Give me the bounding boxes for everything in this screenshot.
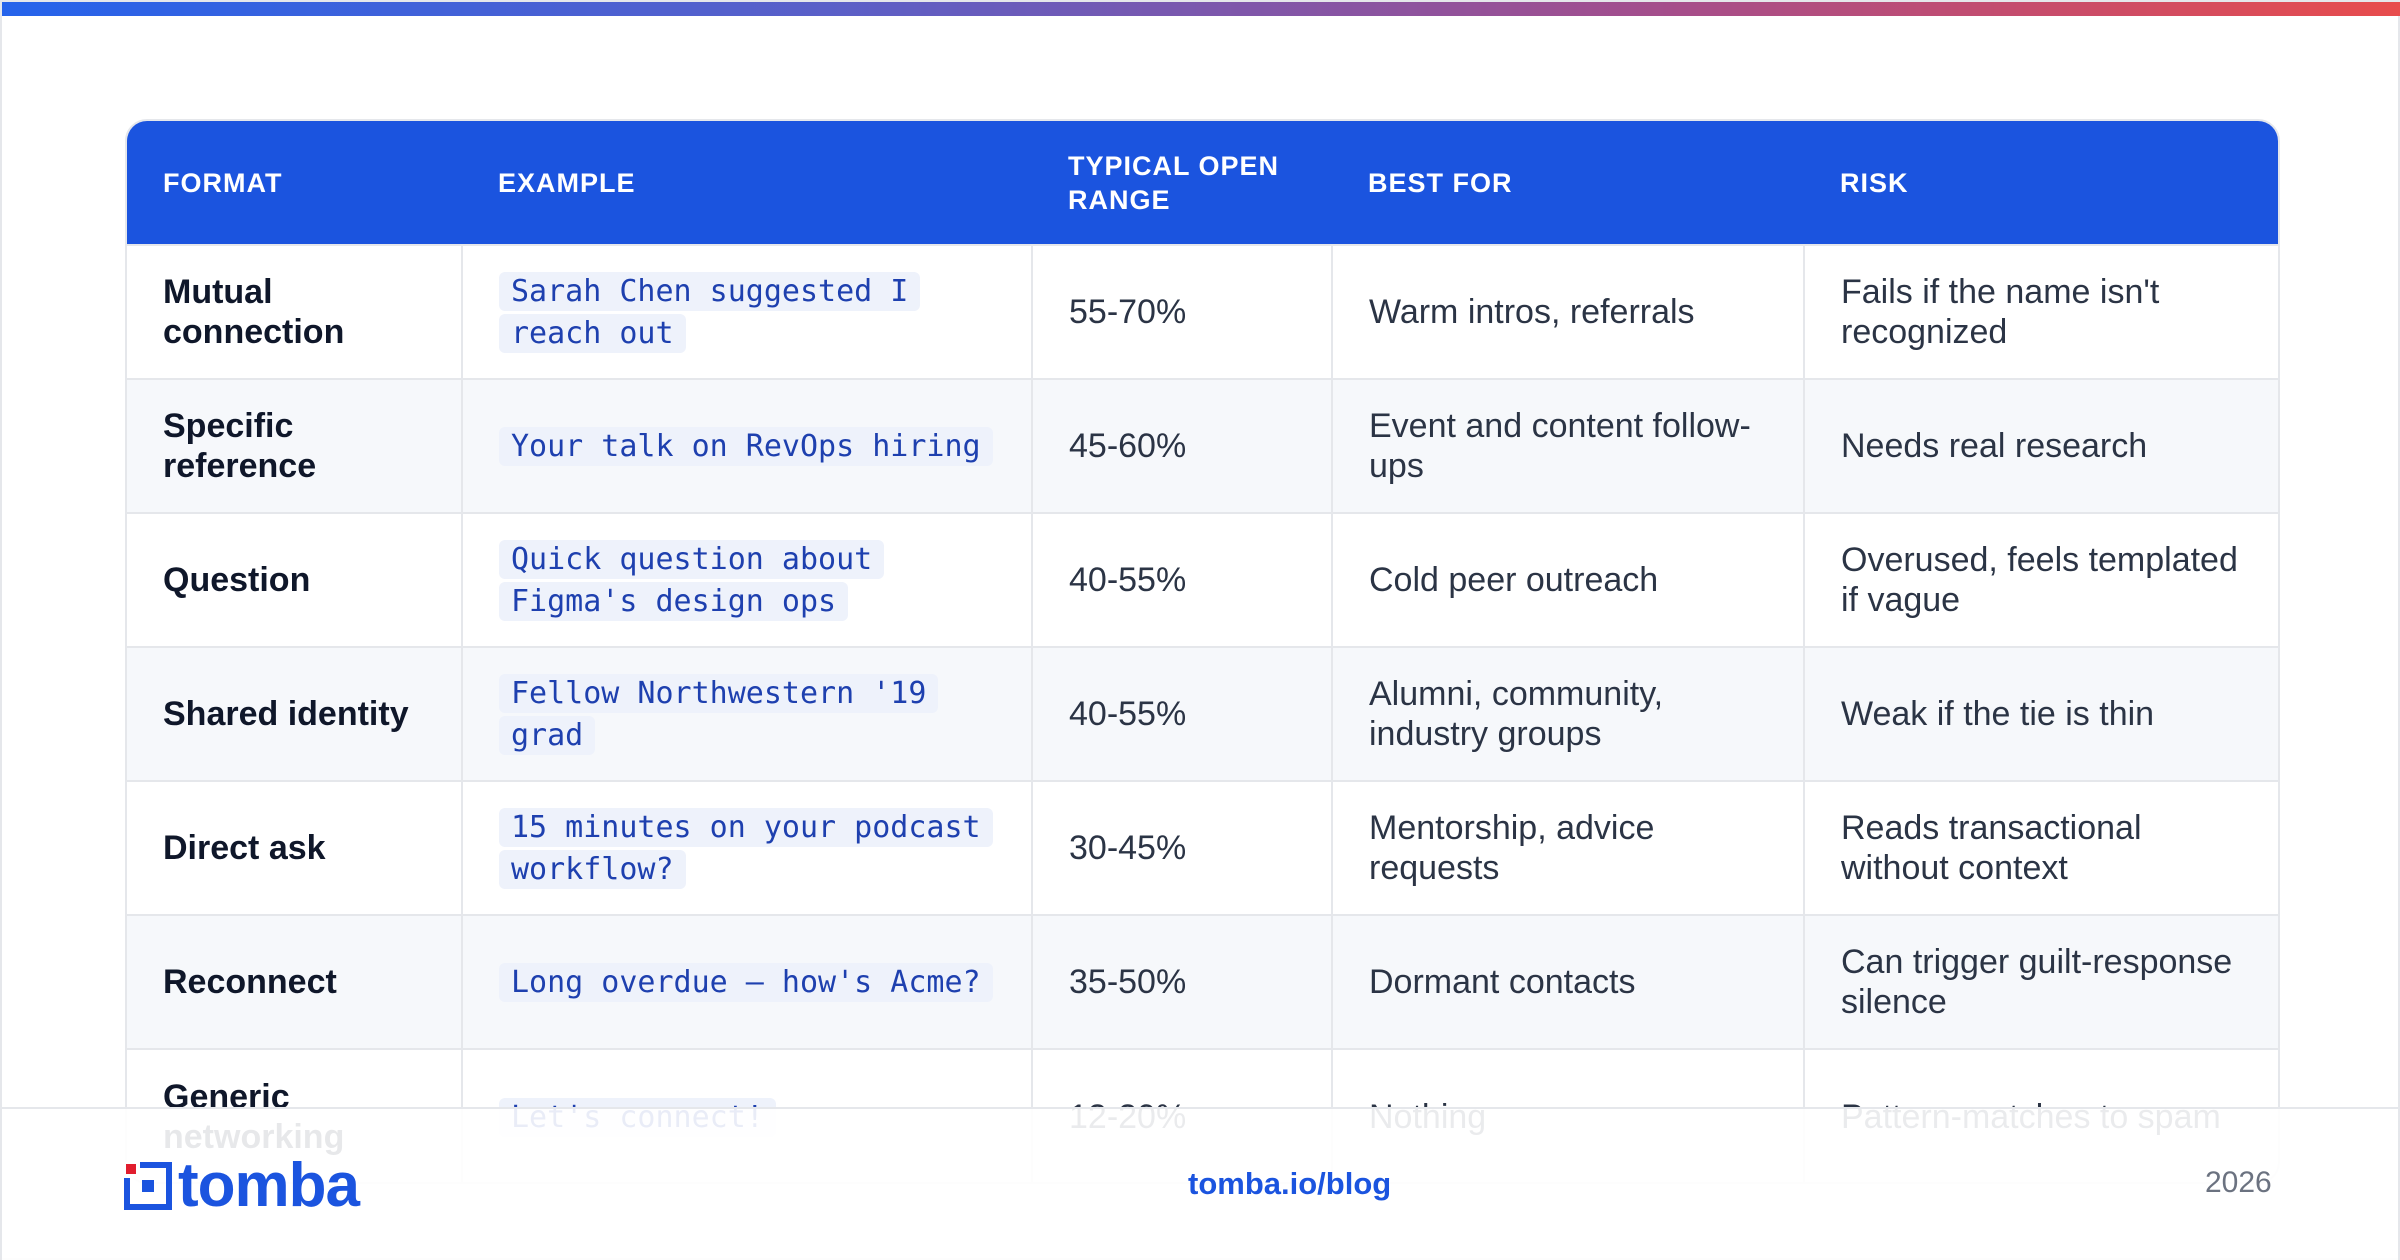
open-range-cell: 40-55% [1032, 646, 1333, 781]
best-for-cell: Warm intros, referrals [1332, 244, 1805, 379]
example-cell: Your talk on RevOps hiring [462, 378, 1033, 513]
footer-year: 2026 [2205, 1166, 2272, 1199]
logo-wordmark: tomba [178, 1151, 360, 1220]
format-cell: Question [127, 512, 463, 647]
risk-cell: Can trigger guilt-response silence [1804, 914, 2278, 1049]
subject-line-format-table: FORMAT EXAMPLE TYPICAL OPEN RANGE BEST F… [127, 121, 2278, 1182]
format-cell: Reconnect [127, 914, 463, 1049]
example-cell: Sarah Chen suggested I reach out [462, 244, 1033, 379]
example-cell: Fellow Northwestern '19 grad [462, 646, 1033, 781]
risk-cell: Reads transactional without context [1804, 780, 2278, 915]
example-code: 15 minutes on your podcast workflow? [499, 808, 993, 889]
open-range-cell: 45-60% [1032, 378, 1333, 513]
table-row: Mutual connection Sarah Chen suggested I… [127, 244, 2278, 379]
best-for-cell: Event and content follow-ups [1332, 378, 1805, 513]
risk-cell: Weak if the tie is thin [1804, 646, 2278, 781]
table-row: Reconnect Long overdue — how's Acme? 35-… [127, 914, 2278, 1049]
example-code: Long overdue — how's Acme? [499, 963, 993, 1002]
open-range-cell: 30-45% [1032, 780, 1333, 915]
risk-cell: Overused, feels templated if vague [1804, 512, 2278, 647]
example-code: Your talk on RevOps hiring [499, 427, 993, 466]
example-code: Quick question about Figma's design ops [499, 540, 885, 621]
table-row: Question Quick question about Figma's de… [127, 512, 2278, 647]
gradient-top-bar [2, 2, 2400, 16]
tomba-logo: tomba [124, 1151, 360, 1220]
format-cell: Shared identity [127, 646, 463, 781]
header-risk: RISK [1840, 167, 1909, 198]
comparison-table-card: FORMAT EXAMPLE TYPICAL OPEN RANGE BEST F… [125, 119, 2280, 1184]
header-best-for: BEST FOR [1368, 167, 1513, 198]
tomba-logo-icon [124, 1162, 172, 1210]
header-example: EXAMPLE [498, 167, 636, 198]
open-range-cell: 35-50% [1032, 914, 1333, 1049]
table-row: Shared identity Fellow Northwestern '19 … [127, 646, 2278, 781]
table-header-row: FORMAT EXAMPLE TYPICAL OPEN RANGE BEST F… [127, 121, 2278, 245]
risk-cell: Needs real research [1804, 378, 2278, 513]
footer-overlay [2, 1107, 2398, 1260]
example-code: Fellow Northwestern '19 grad [499, 674, 939, 755]
example-cell: Quick question about Figma's design ops [462, 512, 1033, 647]
example-code: Sarah Chen suggested I reach out [499, 272, 921, 353]
format-cell: Mutual connection [127, 244, 463, 379]
format-cell: Direct ask [127, 780, 463, 915]
table-row: Direct ask 15 minutes on your podcast wo… [127, 780, 2278, 915]
best-for-cell: Cold peer outreach [1332, 512, 1805, 647]
risk-cell: Fails if the name isn't recognized [1804, 244, 2278, 379]
header-open-range: TYPICAL OPEN RANGE [1068, 150, 1280, 215]
blog-link[interactable]: tomba.io/blog [1188, 1166, 1392, 1201]
open-range-cell: 40-55% [1032, 512, 1333, 647]
best-for-cell: Mentorship, advice requests [1332, 780, 1805, 915]
example-cell: Long overdue — how's Acme? [462, 914, 1033, 1049]
best-for-cell: Dormant contacts [1332, 914, 1805, 1049]
best-for-cell: Alumni, community, industry groups [1332, 646, 1805, 781]
open-range-cell: 55-70% [1032, 244, 1333, 379]
table-row: Specific reference Your talk on RevOps h… [127, 378, 2278, 513]
header-format: FORMAT [163, 167, 283, 198]
format-cell: Specific reference [127, 378, 463, 513]
example-cell: 15 minutes on your podcast workflow? [462, 780, 1033, 915]
